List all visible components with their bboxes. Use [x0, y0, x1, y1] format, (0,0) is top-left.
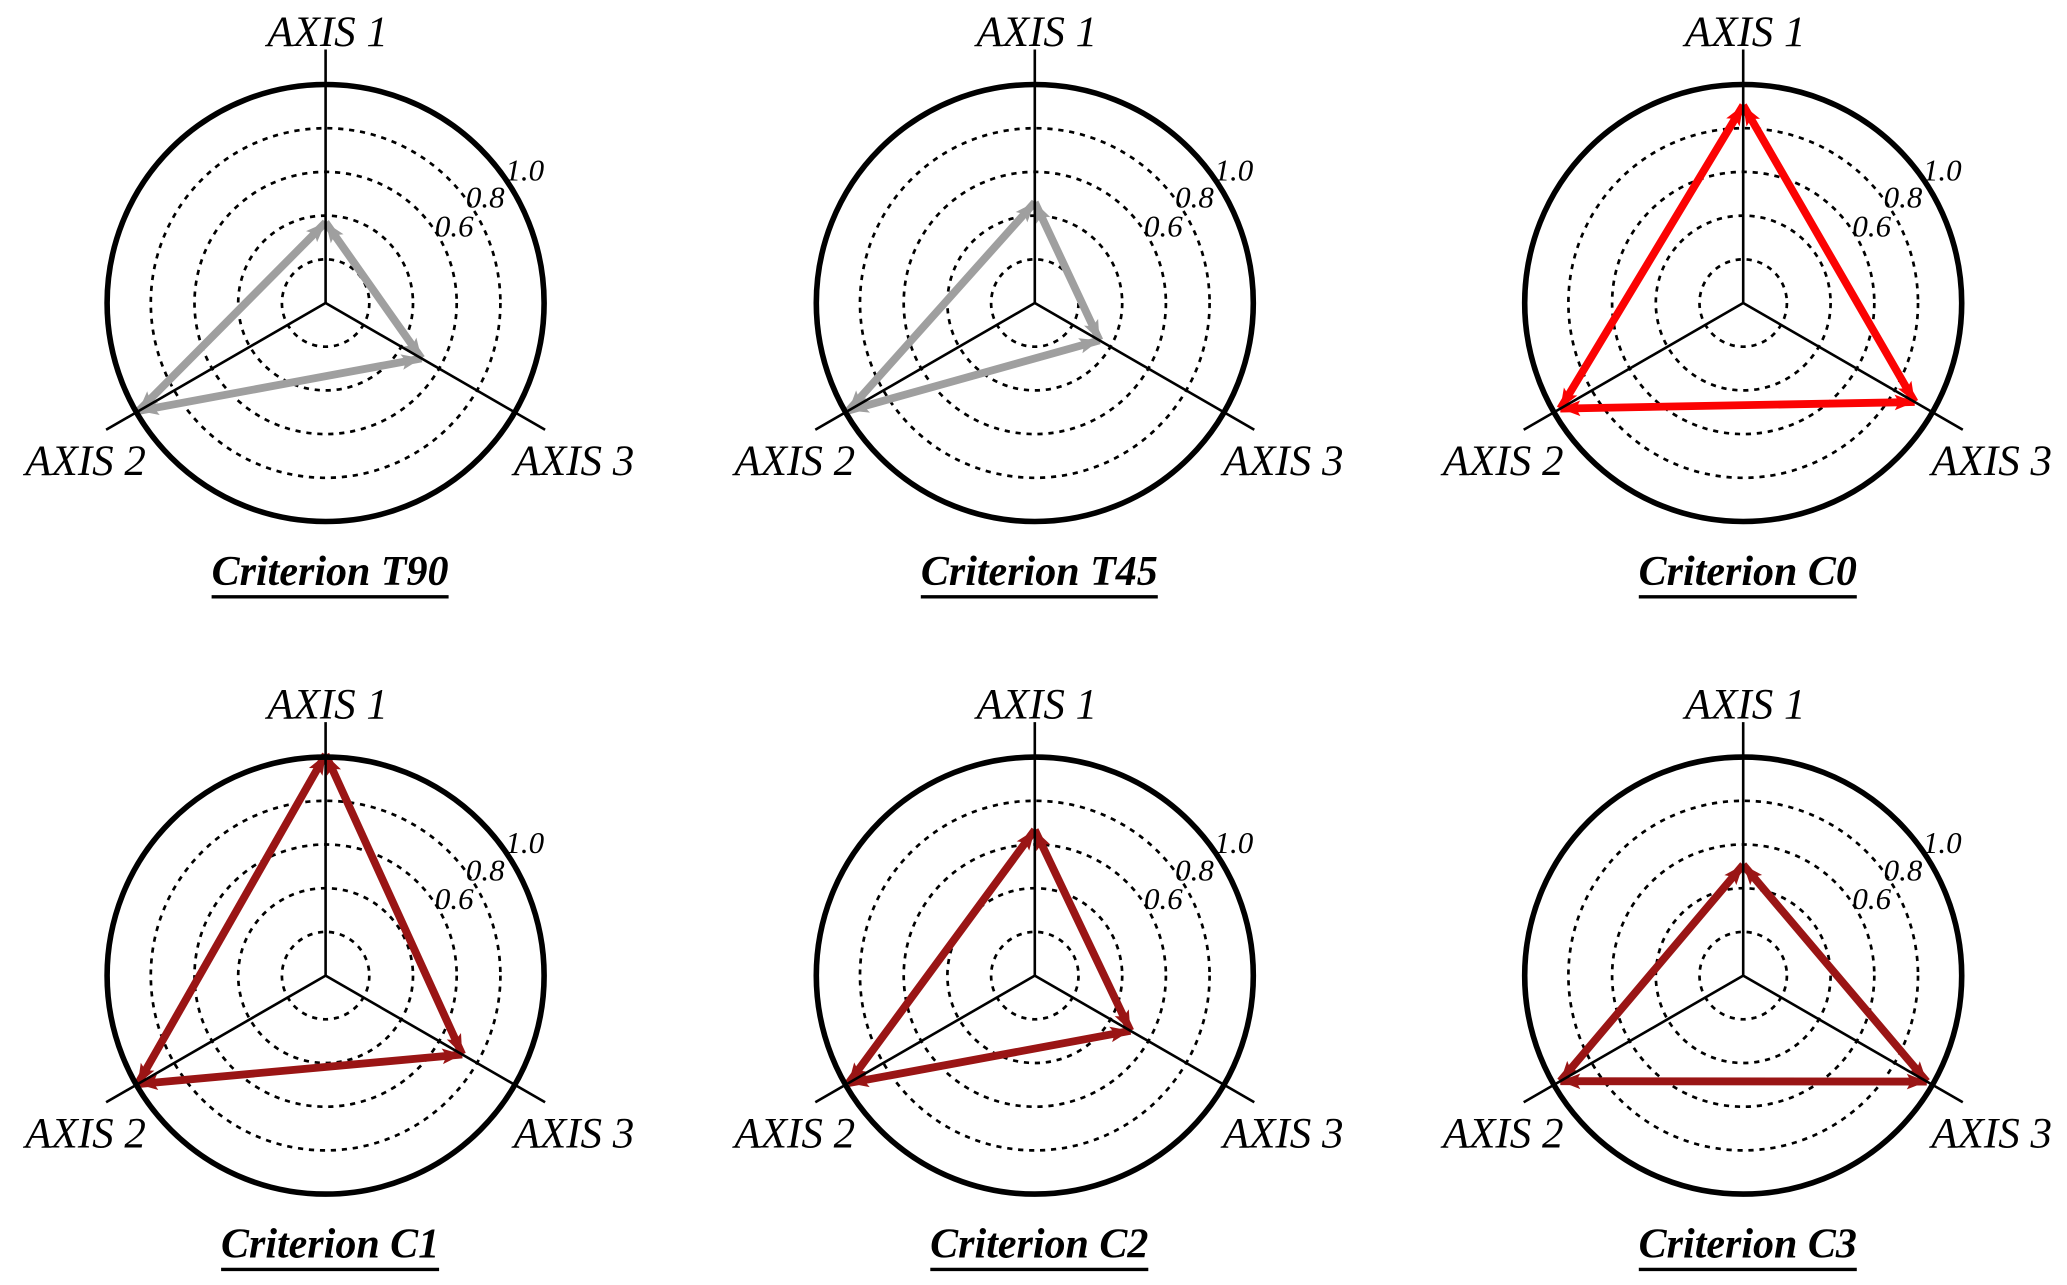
svg-text:0.6: 0.6 [1852, 881, 1891, 916]
svg-text:Criterion C0: Criterion C0 [1639, 549, 1857, 595]
svg-text:AXIS 3: AXIS 3 [511, 1111, 635, 1158]
svg-text:0.8: 0.8 [1175, 852, 1214, 887]
svg-text:AXIS 1: AXIS 1 [264, 9, 388, 56]
svg-text:0.6: 0.6 [435, 881, 474, 916]
svg-text:AXIS 2: AXIS 2 [22, 438, 146, 485]
svg-text:AXIS 1: AXIS 1 [1682, 682, 1806, 729]
svg-text:0.6: 0.6 [435, 209, 474, 244]
svg-text:AXIS 3: AXIS 3 [1220, 438, 1344, 485]
svg-text:AXIS 2: AXIS 2 [22, 1111, 146, 1158]
svg-text:1.0: 1.0 [505, 825, 544, 860]
svg-text:AXIS 3: AXIS 3 [511, 438, 635, 485]
svg-text:Criterion C3: Criterion C3 [1639, 1222, 1857, 1268]
svg-text:Criterion T45: Criterion T45 [921, 549, 1158, 595]
svg-text:1.0: 1.0 [505, 153, 544, 188]
svg-text:0.8: 0.8 [466, 852, 505, 887]
svg-text:AXIS 1: AXIS 1 [973, 682, 1097, 729]
svg-text:AXIS 1: AXIS 1 [1682, 9, 1806, 56]
svg-text:Criterion C2: Criterion C2 [930, 1222, 1148, 1268]
svg-text:0.8: 0.8 [466, 180, 505, 215]
svg-text:1.0: 1.0 [1923, 825, 1962, 860]
svg-text:AXIS 2: AXIS 2 [731, 438, 855, 485]
svg-text:Criterion T90: Criterion T90 [212, 549, 449, 595]
svg-text:AXIS 1: AXIS 1 [264, 682, 388, 729]
svg-text:0.6: 0.6 [1144, 881, 1183, 916]
svg-text:AXIS 1: AXIS 1 [973, 9, 1097, 56]
svg-text:1.0: 1.0 [1923, 153, 1962, 188]
svg-text:Criterion C1: Criterion C1 [221, 1222, 439, 1268]
svg-text:AXIS 3: AXIS 3 [1220, 1111, 1344, 1158]
svg-text:AXIS 3: AXIS 3 [1928, 1111, 2052, 1158]
svg-text:0.8: 0.8 [1884, 852, 1923, 887]
svg-text:AXIS 3: AXIS 3 [1928, 438, 2052, 485]
svg-text:AXIS 2: AXIS 2 [731, 1111, 855, 1158]
svg-text:0.8: 0.8 [1175, 180, 1214, 215]
svg-text:0.6: 0.6 [1144, 209, 1183, 244]
svg-text:0.8: 0.8 [1884, 180, 1923, 215]
svg-text:AXIS 2: AXIS 2 [1440, 1111, 1564, 1158]
svg-text:AXIS 2: AXIS 2 [1440, 438, 1564, 485]
svg-text:1.0: 1.0 [1215, 153, 1254, 188]
svg-text:1.0: 1.0 [1215, 825, 1254, 860]
svg-text:0.6: 0.6 [1852, 209, 1891, 244]
